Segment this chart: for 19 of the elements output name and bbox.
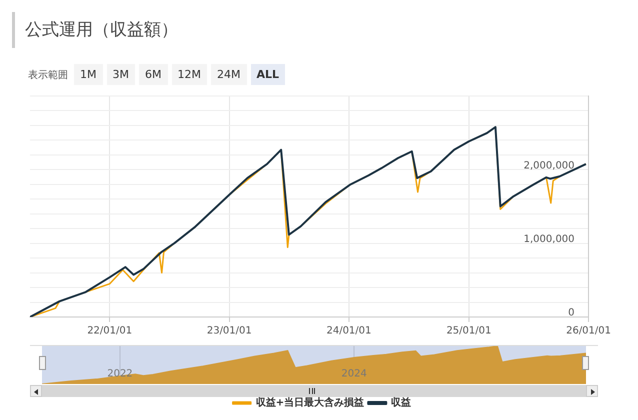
text: 6M: [139, 64, 168, 85]
y-tick-label: 1,000,000: [524, 234, 575, 245]
x-tick-label: 24/01/01: [326, 326, 372, 337]
text: 表示範囲: [28, 68, 68, 82]
legend-label: 収益: [391, 396, 412, 409]
y-tick-label: 0: [568, 308, 575, 319]
text: 24M: [211, 64, 246, 85]
x-tick-label: 2024: [341, 368, 367, 380]
x-tick-label: 26/01/01: [566, 326, 612, 337]
chart-title: 公式運用（収益額）: [12, 12, 178, 48]
legend-label: 収益+当日最大含み損益: [256, 396, 364, 409]
x-tick-label: 25/01/01: [446, 326, 492, 337]
text: ALL: [250, 64, 286, 85]
text: 1M: [74, 64, 102, 85]
x-tick-label: 23/01/01: [206, 326, 252, 337]
text: 12M: [172, 64, 207, 85]
y-tick-label: 2,000,000: [524, 160, 575, 172]
x-tick-label: 22/01/01: [87, 326, 132, 337]
text: 3M: [106, 64, 135, 85]
